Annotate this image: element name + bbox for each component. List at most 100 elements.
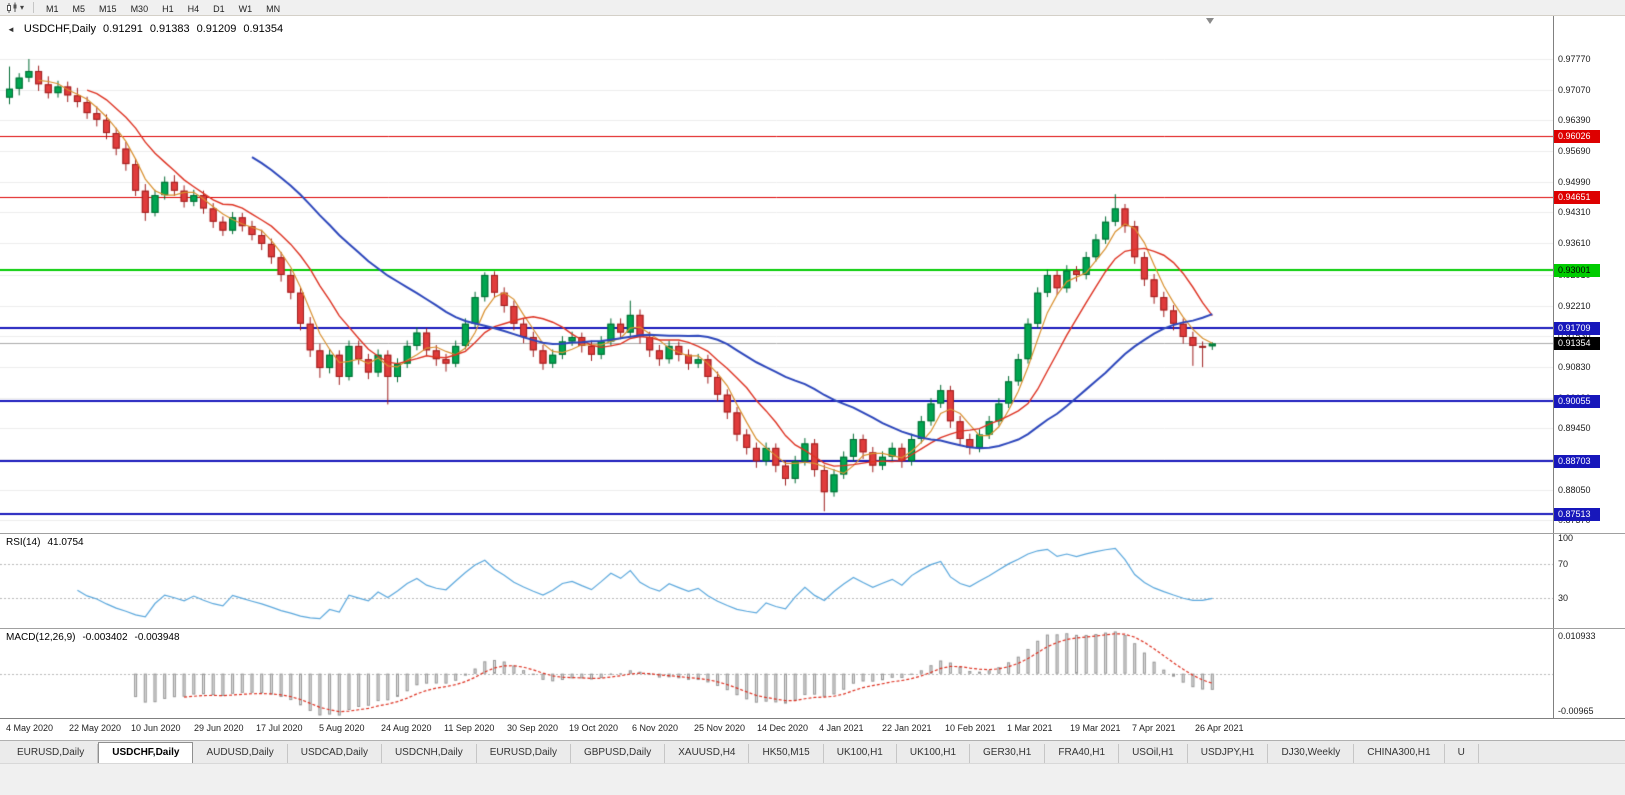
rsi-indicator-title: RSI(14) 41.0754 <box>6 537 84 548</box>
ohlc-close: 0.91354 <box>243 23 284 35</box>
price-scale-label: 0.95690 <box>1558 146 1591 156</box>
chart-symbol: USDCHF,Daily <box>23 23 97 35</box>
tab-xauusd-h4[interactable]: XAUUSD,H4 <box>665 744 750 763</box>
tab-uk100-h1[interactable]: UK100,H1 <box>824 744 897 763</box>
panel-separator[interactable] <box>0 628 1625 629</box>
tab-hk50-m15[interactable]: HK50,M15 <box>749 744 824 763</box>
date-label: 10 Jun 2020 <box>131 723 181 733</box>
macd-scale-label: 0.010933 <box>1558 631 1596 641</box>
ohlc-high: 0.91383 <box>149 23 190 35</box>
date-label: 19 Mar 2021 <box>1070 723 1121 733</box>
price-scale-label: 0.91530 <box>1558 331 1591 341</box>
tab-uk100-h1[interactable]: UK100,H1 <box>897 744 971 763</box>
main-chart-canvas[interactable] <box>0 16 1553 533</box>
tab-fra40-h1[interactable]: FRA40,H1 <box>1045 744 1120 763</box>
timeframe-m30[interactable]: M30 <box>130 3 149 14</box>
date-label: 10 Feb 2021 <box>945 723 996 733</box>
tab-u[interactable]: U <box>1445 744 1479 763</box>
current-price-badge: 0.91354 <box>1554 337 1600 350</box>
status-bar <box>0 763 1625 795</box>
timeframe-m5[interactable]: M5 <box>72 3 86 14</box>
timeframe-h4[interactable]: H4 <box>187 3 200 14</box>
price-badge: 0.87513 <box>1554 508 1600 521</box>
rsi-value: 41.0754 <box>47 537 84 548</box>
ohlc-open: 0.91291 <box>103 23 143 35</box>
chart-shift-marker-icon <box>1206 18 1214 24</box>
panel-separator[interactable] <box>0 533 1625 534</box>
tab-usdcnh-daily[interactable]: USDCNH,Daily <box>382 744 477 763</box>
chart-workspace: ◄ USDCHF,Daily 0.91291 0.91383 0.91209 0… <box>0 16 1625 740</box>
macd-canvas[interactable] <box>0 629 1553 718</box>
timeframe-d1[interactable]: D1 <box>213 3 225 14</box>
tab-usdchf-daily[interactable]: USDCHF,Daily <box>98 742 194 763</box>
date-label: 19 Oct 2020 <box>569 723 619 733</box>
time-axis[interactable]: 4 May 2020 22 May 2020 10 Jun 2020 29 Jun 2… <box>0 718 1625 740</box>
price-scale-label: 0.94310 <box>1558 207 1591 217</box>
date-label: 1 Mar 2021 <box>1007 723 1053 733</box>
tab-audusd-daily[interactable]: AUDUSD,Daily <box>193 744 288 763</box>
date-label: 25 Nov 2020 <box>694 723 746 733</box>
date-label: 24 Aug 2020 <box>381 723 432 733</box>
date-label: 4 May 2020 <box>6 723 54 733</box>
timeframe-button-group: M1 M5 M15 M30 H1 H4 D1 W1 MN <box>39 0 287 17</box>
date-label: 6 Nov 2020 <box>632 723 679 733</box>
rsi-scale-label: 100 <box>1558 533 1574 543</box>
rsi-canvas[interactable] <box>0 534 1553 628</box>
ohlc-low: 0.91209 <box>196 23 237 35</box>
date-label: 4 Jan 2021 <box>819 723 864 733</box>
date-label: 22 Jan 2021 <box>882 723 932 733</box>
price-badge: 0.91709 <box>1554 322 1600 335</box>
top-toolbar: ▾ M1 M5 M15 M30 H1 H4 D1 W1 MN <box>0 0 1625 16</box>
chart-title: ◄ USDCHF,Daily 0.91291 0.91383 0.91209 0… <box>7 23 283 35</box>
price-scale-label: 0.90830 <box>1558 362 1591 372</box>
rsi-name: RSI(14) <box>6 537 41 548</box>
price-scale-label: 0.94990 <box>1558 177 1591 187</box>
price-badge: 0.96026 <box>1554 130 1600 143</box>
timeframe-h1[interactable]: H1 <box>162 3 174 14</box>
price-badge: 0.94651 <box>1554 191 1600 204</box>
macd-scale-label: -0.00965 <box>1558 706 1594 716</box>
date-label: 14 Dec 2020 <box>757 723 809 733</box>
date-label: 30 Sep 2020 <box>507 723 559 733</box>
date-label: 22 May 2020 <box>69 723 122 733</box>
date-label: 29 Jun 2020 <box>194 723 244 733</box>
timeframe-mn[interactable]: MN <box>266 3 281 14</box>
macd-value2: -0.003948 <box>134 632 180 643</box>
date-label: 17 Jul 2020 <box>256 723 303 733</box>
rsi-scale-label: 70 <box>1558 559 1569 569</box>
tab-dj30-weekly[interactable]: DJ30,Weekly <box>1268 744 1355 763</box>
tab-china300-h1[interactable]: CHINA300,H1 <box>1354 744 1445 763</box>
chart-type-dropdown-icon[interactable]: ▾ <box>20 3 25 12</box>
macd-name: MACD(12,26,9) <box>6 632 76 643</box>
tab-eurusd-daily[interactable]: EURUSD,Daily <box>4 744 99 763</box>
date-label: 26 Apr 2021 <box>1195 723 1244 733</box>
macd-indicator-title: MACD(12,26,9) -0.003402 -0.003948 <box>6 632 180 643</box>
candlestick-chart-icon[interactable] <box>4 1 20 14</box>
price-scale-label: 0.93610 <box>1558 238 1591 248</box>
price-scale-label: 0.96390 <box>1558 115 1591 125</box>
chart-tab-bar: EURUSD,Daily USDCHF,Daily AUDUSD,Daily USDC… <box>0 740 1625 763</box>
toolbar-separator <box>33 2 35 13</box>
date-label: 11 Sep 2020 <box>444 723 495 733</box>
date-label: 5 Aug 2020 <box>319 723 365 733</box>
tab-usoil-h1[interactable]: USOil,H1 <box>1119 744 1188 763</box>
price-badge: 0.93001 <box>1554 264 1600 277</box>
price-scale-label: 0.97770 <box>1558 54 1591 64</box>
price-scale-label: 0.97070 <box>1558 85 1591 95</box>
tab-gbpusd-daily[interactable]: GBPUSD,Daily <box>571 744 666 763</box>
tab-ger30-h1[interactable]: GER30,H1 <box>970 744 1046 763</box>
price-scale-label: 0.88050 <box>1558 485 1591 495</box>
timeframe-m1[interactable]: M1 <box>46 3 59 14</box>
date-label: 7 Apr 2021 <box>1132 723 1176 733</box>
tab-eurusd-daily[interactable]: EURUSD,Daily <box>477 744 571 763</box>
price-scale[interactable]: 0.97770 0.97070 0.96390 0.95690 0.94990 0.943… <box>1553 16 1625 718</box>
tab-usdcad-daily[interactable]: USDCAD,Daily <box>288 744 382 763</box>
price-badge: 0.90055 <box>1554 395 1600 408</box>
tab-usdjpy-h1[interactable]: USDJPY,H1 <box>1188 744 1269 763</box>
macd-value1: -0.003402 <box>82 632 128 643</box>
collapse-arrow-icon[interactable]: ◄ <box>7 24 15 34</box>
timeframe-m15[interactable]: M15 <box>99 3 117 14</box>
timeframe-w1[interactable]: W1 <box>238 3 253 14</box>
price-scale-label: 0.92210 <box>1558 301 1591 311</box>
price-scale-label: 0.89450 <box>1558 423 1591 433</box>
